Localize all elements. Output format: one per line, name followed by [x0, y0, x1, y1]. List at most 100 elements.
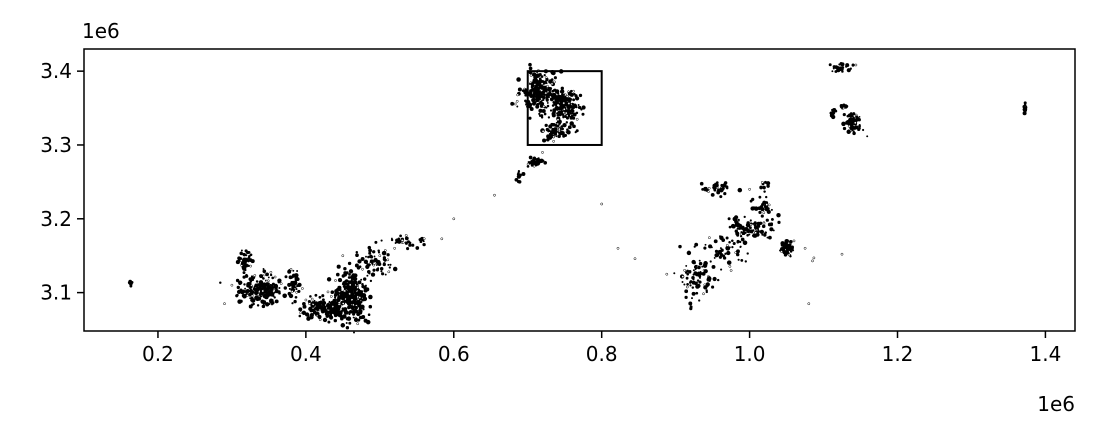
data-point: [369, 254, 373, 259]
data-point: [541, 151, 544, 154]
data-point: [769, 227, 774, 232]
data-point: [688, 281, 692, 284]
data-point: [693, 245, 696, 248]
data-point: [327, 304, 333, 309]
data-point: [353, 331, 355, 334]
data-point: [528, 66, 533, 71]
data-point: [290, 290, 294, 293]
data-point: [569, 105, 573, 109]
data-point: [681, 281, 684, 283]
data-point: [719, 187, 724, 193]
data-point: [345, 317, 350, 321]
data-point: [379, 266, 384, 271]
data-point: [360, 301, 363, 304]
data-point: [853, 121, 857, 125]
data-point: [831, 70, 834, 73]
data-point: [725, 236, 729, 240]
data-point: [406, 247, 410, 251]
data-point: [534, 88, 538, 92]
data-point: [279, 282, 283, 285]
data-point: [347, 276, 351, 279]
data-point: [557, 134, 561, 139]
data-point: [857, 128, 860, 131]
data-point: [760, 181, 764, 184]
data-point: [783, 244, 787, 248]
data-point: [792, 239, 796, 243]
data-point: [301, 287, 304, 290]
data-point: [552, 139, 555, 143]
data-point: [314, 313, 318, 316]
data-point: [684, 289, 689, 294]
x-tick-label: 1.4: [1030, 342, 1062, 366]
data-point: [237, 299, 242, 304]
data-point: [765, 195, 768, 199]
data-point: [712, 276, 717, 282]
data-point: [343, 308, 347, 313]
data-point: [707, 276, 712, 281]
data-point: [569, 92, 574, 97]
data-point: [539, 92, 542, 95]
data-point: [242, 252, 246, 257]
data-point: [708, 236, 711, 240]
data-point: [544, 123, 548, 128]
data-point: [728, 225, 732, 229]
data-point: [246, 284, 250, 288]
data-point: [252, 276, 256, 279]
data-point: [567, 115, 571, 118]
data-point: [389, 263, 392, 266]
data-point: [400, 239, 404, 242]
data-point: [370, 272, 376, 277]
data-point: [514, 177, 519, 182]
data-point: [567, 107, 570, 110]
data-point: [531, 98, 536, 103]
data-point: [521, 89, 525, 93]
y-tick-label: 3.3: [40, 133, 72, 157]
data-point: [553, 132, 558, 136]
data-point: [759, 229, 765, 235]
data-point: [776, 212, 781, 218]
data-point: [572, 98, 576, 102]
data-point: [729, 269, 733, 272]
data-point: [696, 279, 700, 282]
data-point: [288, 275, 293, 280]
y-tick-label: 3.4: [40, 59, 72, 83]
data-point: [295, 288, 298, 291]
data-point: [282, 293, 287, 299]
data-point: [513, 102, 517, 106]
data-point: [386, 253, 390, 257]
data-point: [744, 260, 747, 263]
data-point: [559, 110, 563, 114]
data-point: [271, 291, 274, 294]
data-point: [542, 104, 546, 108]
data-point: [562, 134, 566, 138]
data-point: [247, 250, 251, 254]
data-point: [256, 285, 259, 288]
data-point: [346, 312, 349, 315]
data-point: [853, 126, 857, 130]
data-point: [749, 219, 752, 222]
data-point: [330, 290, 335, 294]
data-point: [728, 265, 732, 268]
data-point: [549, 87, 553, 90]
data-point: [766, 236, 769, 239]
data-point: [829, 111, 833, 115]
data-point: [250, 296, 254, 301]
data-point: [548, 132, 553, 137]
data-point: [698, 274, 702, 278]
data-point: [748, 226, 752, 230]
data-point: [719, 247, 722, 250]
data-point: [235, 278, 240, 283]
data-point: [361, 267, 364, 271]
data-point: [736, 227, 739, 230]
data-point: [356, 322, 360, 326]
data-point: [551, 113, 556, 118]
data-point: [541, 129, 545, 133]
data-point: [387, 263, 390, 266]
data-point: [702, 188, 706, 191]
data-point: [759, 185, 763, 190]
data-point: [849, 127, 853, 130]
data-point: [348, 273, 351, 276]
data-point: [581, 112, 585, 116]
data-point: [811, 259, 814, 263]
data-point: [246, 289, 250, 293]
